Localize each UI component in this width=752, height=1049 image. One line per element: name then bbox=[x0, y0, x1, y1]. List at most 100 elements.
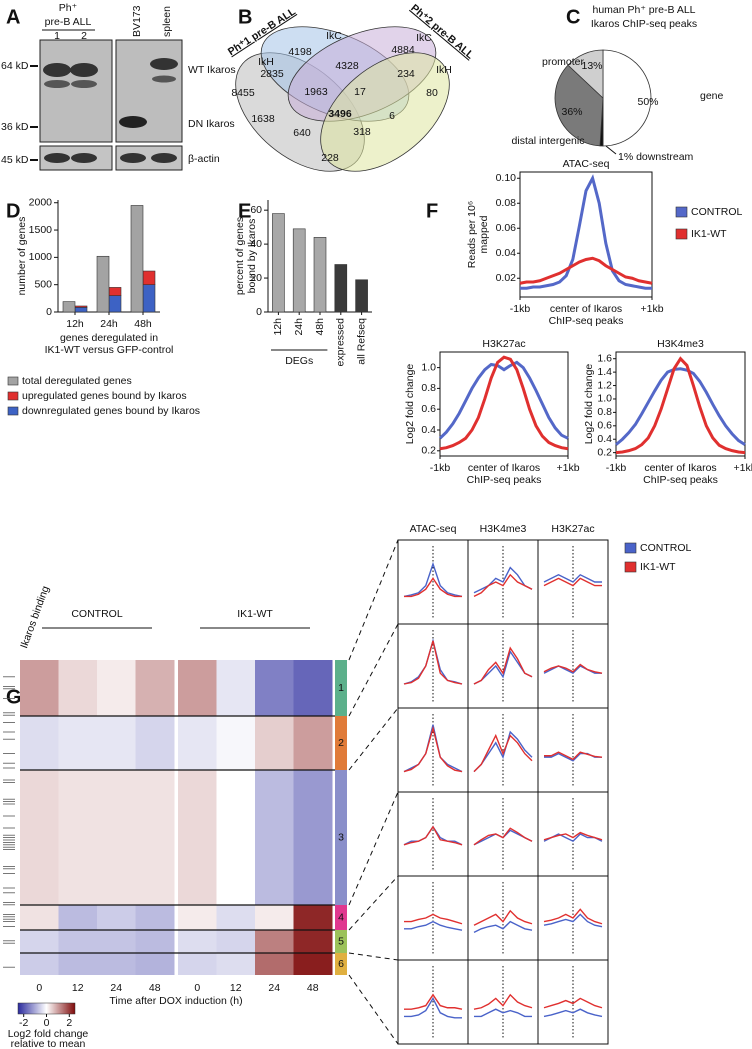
y-tick-label: 1.0 bbox=[421, 361, 436, 373]
y-tick-label: 0.02 bbox=[496, 272, 517, 284]
y-tick-label: 0.2 bbox=[597, 446, 612, 458]
venn-label: IkC bbox=[326, 30, 342, 42]
line-series bbox=[519, 256, 653, 285]
cluster-bar bbox=[335, 716, 347, 770]
lane-label: 1 bbox=[54, 30, 60, 42]
panel-letter: B bbox=[238, 6, 252, 28]
profile-line bbox=[543, 997, 603, 1009]
band bbox=[70, 63, 98, 77]
profile-line bbox=[543, 831, 603, 841]
heatmap-cell bbox=[135, 905, 175, 930]
x-tick-label: 48 bbox=[149, 982, 161, 994]
heatmap-cell bbox=[216, 953, 256, 975]
x-tick-label: 12h bbox=[66, 318, 84, 330]
chart-title: human Ph⁺ pre-B ALL bbox=[592, 4, 695, 16]
venn-count: 1963 bbox=[304, 86, 328, 98]
group-label: IK1-WT bbox=[237, 608, 273, 620]
profile-line bbox=[543, 577, 602, 587]
bar bbox=[108, 295, 122, 313]
y-tick-label: 0.08 bbox=[496, 197, 517, 209]
venn-count: 17 bbox=[354, 86, 366, 98]
western-blot bbox=[30, 29, 183, 171]
venn-count: 234 bbox=[397, 68, 415, 80]
x-axis-label: ChIP-seq peaks bbox=[467, 474, 542, 486]
x-tick-label: +1kb bbox=[556, 462, 579, 474]
plot-frame bbox=[519, 171, 653, 298]
profile-line bbox=[404, 996, 462, 1019]
x-axis-label: IK1-WT versus GFP-control bbox=[45, 344, 174, 356]
blot-box bbox=[39, 39, 113, 143]
heatmap-cell bbox=[20, 905, 59, 930]
legend-label: CONTROL bbox=[691, 206, 742, 218]
heatmap-cell bbox=[97, 930, 136, 953]
y-tick-label: 0 bbox=[256, 306, 262, 318]
profile-line bbox=[473, 733, 533, 773]
heatmap-cell bbox=[178, 660, 217, 716]
profile-line bbox=[543, 665, 602, 675]
heatmap-cell bbox=[97, 660, 136, 716]
cluster-label: 5 bbox=[338, 935, 344, 947]
colorbar-label: Log2 fold change bbox=[8, 1028, 89, 1040]
heatmap-cell bbox=[58, 905, 98, 930]
legend-label: upregulated genes bound by Ikaros bbox=[22, 390, 187, 402]
heatmap-cell bbox=[20, 716, 59, 770]
profile-line bbox=[473, 573, 533, 598]
chart-title: H3K27ac bbox=[482, 338, 525, 350]
sample-group: pre-B ALL bbox=[45, 16, 92, 28]
y-tick-label: 0.8 bbox=[597, 406, 612, 418]
venn-count: 1638 bbox=[251, 113, 275, 125]
x-tick-label: 48h bbox=[314, 318, 326, 336]
x-tick-label: 24 bbox=[268, 982, 280, 994]
bracket-label: DEGs bbox=[285, 355, 313, 367]
y-tick-label: 0.2 bbox=[421, 445, 436, 457]
connector bbox=[348, 623, 399, 717]
heatmap-cell bbox=[255, 660, 294, 716]
connector bbox=[348, 875, 399, 931]
x-axis-label: ChIP-seq peaks bbox=[549, 315, 624, 327]
pie-slice bbox=[554, 64, 604, 147]
profile-line bbox=[403, 640, 463, 685]
slice-label: distal intergenic bbox=[512, 135, 585, 147]
cluster-bar bbox=[335, 953, 347, 975]
group-label: CONTROL bbox=[71, 608, 122, 620]
y-tick-label: 0.4 bbox=[421, 424, 436, 436]
line-series bbox=[438, 360, 569, 440]
heatmap-cell bbox=[216, 716, 256, 770]
y-tick-label: 1.4 bbox=[597, 366, 612, 378]
heatmap-cell bbox=[20, 770, 59, 905]
venn-label: IkC bbox=[416, 32, 432, 44]
connector bbox=[348, 539, 399, 661]
heatmap-cell bbox=[135, 660, 175, 716]
size-marker: 36 kD bbox=[1, 121, 29, 133]
x-tick-label: 48h bbox=[134, 318, 152, 330]
heatmap-cell bbox=[293, 716, 333, 770]
y-tick-label: 0 bbox=[46, 306, 52, 318]
colorbar-tick-label: 0 bbox=[44, 1017, 50, 1029]
venn-label: IkH bbox=[258, 56, 274, 68]
connector bbox=[348, 952, 399, 961]
y-axis-label: number of genes bbox=[16, 217, 28, 296]
y-tick-label: 1000 bbox=[29, 251, 53, 263]
profile-line bbox=[404, 577, 462, 598]
band-label: β-actin bbox=[188, 153, 220, 165]
colorbar bbox=[17, 1002, 76, 1015]
panel-letter: F bbox=[426, 200, 438, 222]
heatmap-cell bbox=[97, 770, 136, 905]
venn-diagram bbox=[235, 26, 450, 172]
panel-letter: E bbox=[238, 200, 251, 222]
bar bbox=[130, 205, 144, 313]
heatmap-cell bbox=[20, 660, 59, 716]
profile-line bbox=[543, 908, 603, 925]
band bbox=[44, 80, 70, 88]
profile-line bbox=[403, 561, 463, 598]
profile-line bbox=[544, 751, 603, 761]
legend-swatch bbox=[7, 406, 19, 416]
lane-label: 2 bbox=[81, 30, 87, 42]
panel-letter: G bbox=[6, 686, 22, 708]
heatmap-cell bbox=[178, 953, 217, 975]
legend-swatch bbox=[675, 206, 688, 218]
profile-line bbox=[473, 993, 533, 1010]
y-tick-label: 1500 bbox=[29, 224, 53, 236]
band bbox=[44, 153, 70, 163]
heatmap-cell bbox=[135, 930, 175, 953]
